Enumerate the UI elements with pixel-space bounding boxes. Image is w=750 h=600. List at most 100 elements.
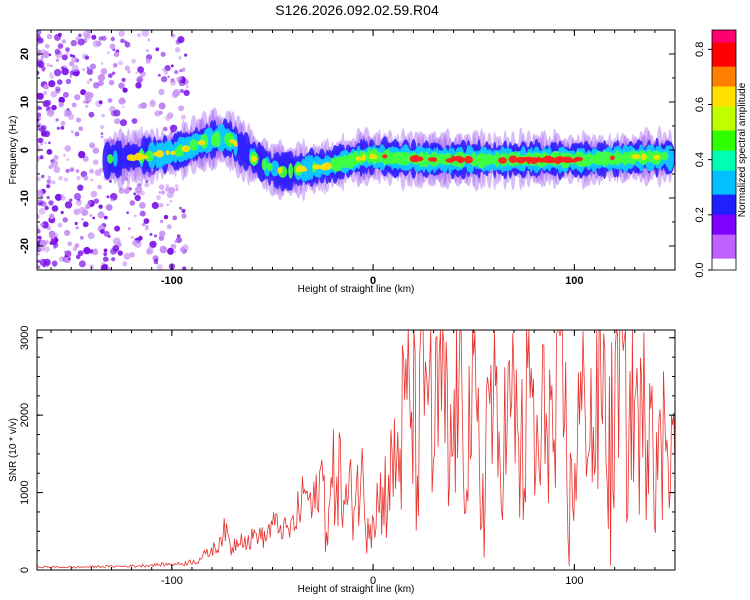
spectrogram-speckle [110, 198, 114, 202]
spectrogram-speckle [37, 189, 44, 197]
snr-y-tick-label: 3000 [19, 325, 31, 349]
spectrogram-speckle [103, 230, 110, 237]
spectrogram-speckle [88, 111, 95, 118]
spectrogram-speckle [38, 138, 44, 143]
colorbar-segment [712, 194, 736, 199]
spectrogram-speckle [41, 130, 47, 137]
colorbar-segment [712, 162, 736, 167]
spectrogram-speckle [112, 62, 118, 68]
colorbar-segment [712, 174, 736, 179]
spectrogram-speckle [120, 97, 125, 102]
colorbar: 0.0 0.2 0.4 0.6 0.8 Normalized spectral ampl… [694, 29, 748, 278]
spectrogram-speckle [110, 110, 117, 117]
spectrogram-speckle [51, 104, 57, 111]
colorbar-segment [712, 266, 736, 271]
spectrogram-speckle [82, 155, 89, 162]
spectrogram-speckle [101, 62, 104, 65]
colorbar-segment [712, 166, 736, 171]
figure-title: S126.2026.092.02.59.R04 [275, 2, 439, 18]
spectrogram-speckle [77, 250, 84, 257]
spectrogram-speckle [85, 204, 91, 210]
snr-series-line [36, 329, 676, 569]
colorbar-segment [712, 74, 736, 79]
spectrogram-speckle [127, 227, 131, 231]
spectrogram-speckle [37, 259, 41, 263]
colorbar-segment [712, 250, 736, 255]
colorbar-segment [712, 226, 736, 231]
spectrogram-ridge-cell [140, 154, 149, 160]
spectrogram-speckle [170, 64, 174, 68]
colorbar-segment [712, 106, 736, 111]
spectrogram-speckle [149, 170, 155, 176]
spectrogram-speckle [122, 87, 128, 93]
spectrogram-xlabel: Height of straight line (km) [298, 284, 415, 295]
spectrogram-speckle [158, 88, 165, 96]
colorbar-segment [712, 130, 736, 135]
spectrogram-speckle [178, 79, 186, 87]
spectrogram-ridge-cell [170, 150, 176, 156]
colorbar-segment [712, 158, 736, 163]
spectrogram-speckle [180, 114, 186, 120]
spectrogram-speckle [48, 80, 56, 88]
spectrogram-speckle [111, 257, 116, 262]
spectrogram-ridge-cell [197, 140, 206, 146]
spectrogram-speckle [54, 48, 61, 55]
spectrogram-speckle [92, 249, 99, 256]
spectrogram-speckle [167, 247, 174, 255]
colorbar-segment [712, 70, 736, 75]
spectrogram-x-tick-label: 0 [370, 275, 376, 287]
spectrogram-speckle [143, 218, 150, 225]
spectrogram-speckle [179, 206, 183, 210]
colorbar-segment [712, 230, 736, 235]
colorbar-segment [712, 118, 736, 123]
spectrogram-speckle [131, 240, 138, 246]
spectrogram-speckle [70, 130, 74, 134]
spectrogram-speckle [108, 79, 115, 86]
spectrogram-speckle [100, 125, 105, 130]
colorbar-segment [712, 102, 736, 107]
spectrogram-speckle [154, 110, 161, 117]
spectrogram-speckle [139, 210, 146, 217]
spectrogram-speckle [106, 195, 110, 199]
colorbar-segment [712, 38, 736, 43]
spectrogram-speckle [137, 104, 143, 109]
spectrogram-speckle [74, 94, 81, 101]
spectrogram-speckle [50, 64, 53, 68]
spectrogram-speckle [92, 216, 96, 220]
spectrogram-speckle [71, 64, 79, 72]
spectrogram-speckle [71, 102, 77, 108]
colorbar-segment [712, 198, 736, 203]
colorbar-tick-label: 0.0 [694, 262, 706, 277]
spectrogram-ridge-cell [463, 155, 474, 164]
spectrogram-speckle [149, 100, 156, 108]
spectrogram-speckle [50, 160, 59, 168]
spectrogram-speckle [124, 41, 131, 48]
colorbar-segment [712, 186, 736, 191]
spectrogram-speckle [78, 126, 84, 132]
spectrogram-speckle [46, 149, 53, 155]
spectrogram-speckle [40, 55, 44, 59]
colorbar-segment [712, 170, 736, 175]
colorbar-segment [712, 190, 736, 195]
spectrogram-speckle [118, 187, 125, 194]
spectrogram-speckle [183, 89, 190, 96]
colorbar-segment [712, 238, 736, 243]
colorbar-segment [712, 34, 736, 39]
spectrogram-speckle [46, 109, 55, 117]
spectrogram-speckle [41, 174, 45, 179]
spectrogram-speckle [144, 226, 149, 231]
spectrogram-x-tick-label: 100 [565, 275, 583, 287]
spectrogram-speckle [129, 200, 135, 206]
spectrogram-speckle [50, 91, 58, 98]
spectrogram-speckle [99, 167, 104, 172]
spectrogram-speckle [159, 230, 166, 237]
spectrogram-speckle [43, 84, 49, 90]
spectrogram-speckle [61, 66, 64, 70]
spectrogram-speckle [44, 205, 49, 211]
spectrogram-speckle [114, 118, 121, 125]
spectrogram-speckle [110, 36, 116, 42]
spectrogram-speckle [103, 248, 108, 253]
spectrogram-ridge-cell [457, 156, 465, 164]
